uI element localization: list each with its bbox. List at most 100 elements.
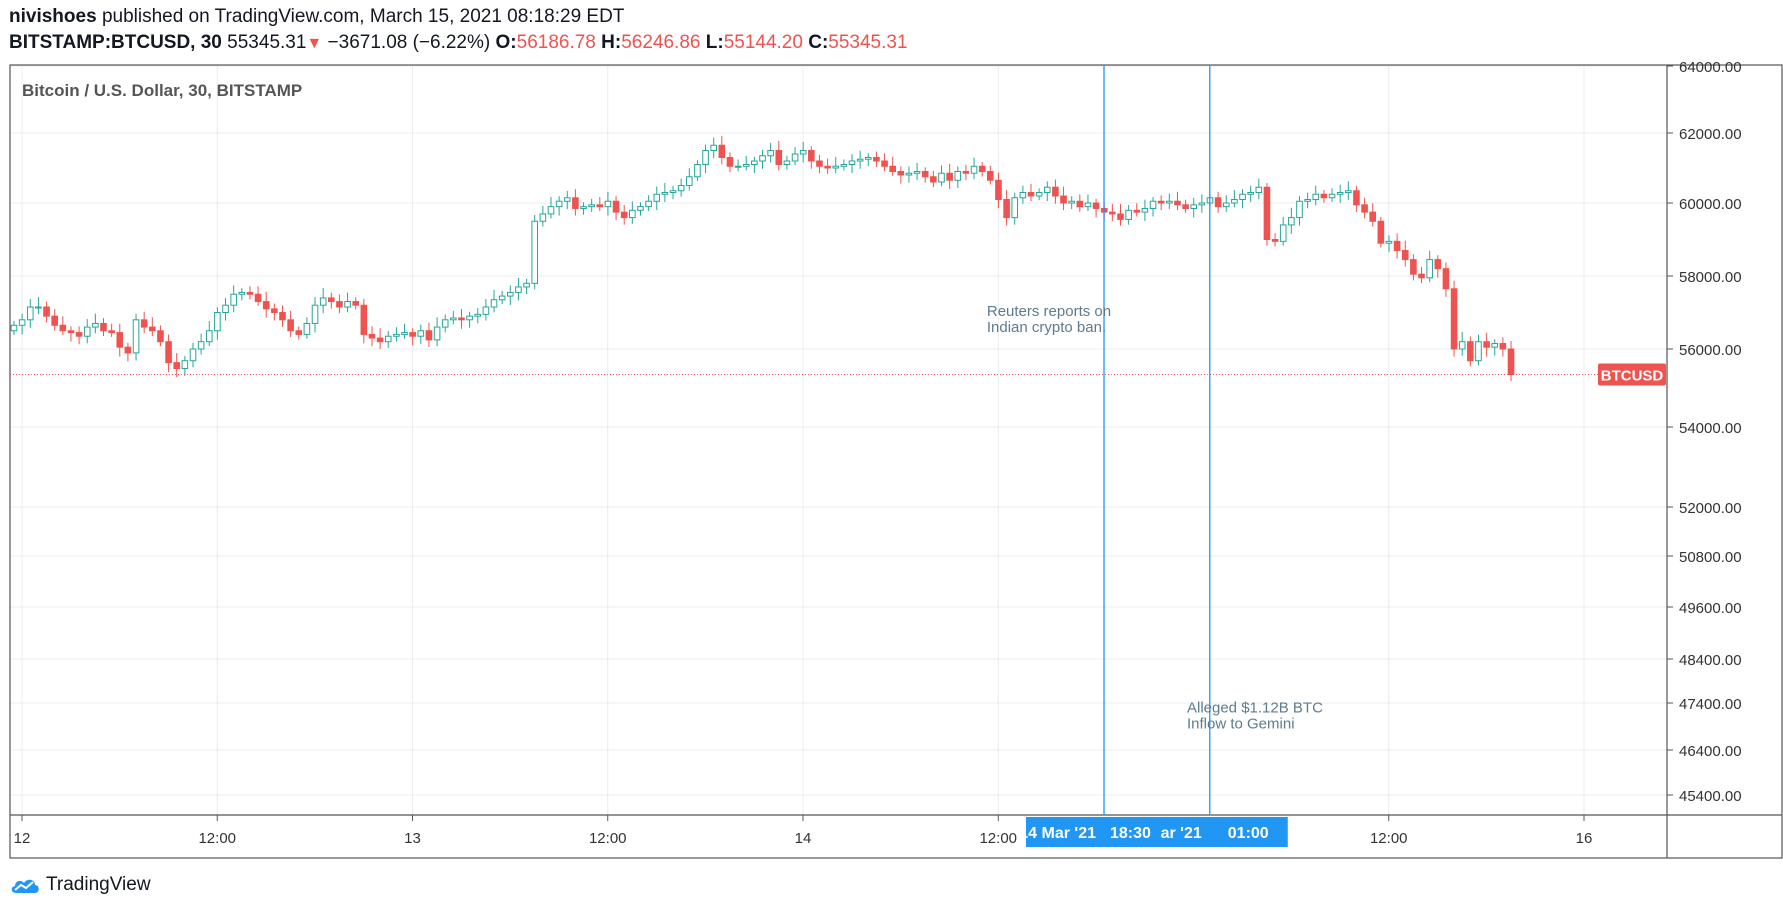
tradingview-brand[interactable]: TradingView	[10, 874, 151, 896]
candle-body	[1393, 240, 1401, 251]
candle-body	[970, 165, 978, 174]
candle-body	[694, 164, 701, 178]
candle-body	[344, 301, 351, 308]
down-triangle-icon: ▼	[306, 35, 323, 52]
candle-body	[67, 330, 75, 334]
candle-body	[222, 304, 229, 314]
candle-body	[946, 172, 953, 181]
chart-title: Bitcoin / U.S. Dollar, 30, BITSTAMP	[22, 81, 302, 100]
close-value: 55345.31	[828, 32, 908, 53]
candle-body	[978, 165, 986, 172]
y-tick-label: 64000.00	[1679, 59, 1742, 76]
candle-body	[751, 160, 758, 165]
candle-body	[328, 297, 335, 303]
candle-body	[1361, 204, 1368, 213]
candle-body	[295, 330, 303, 335]
candle-body	[677, 185, 685, 192]
candle-body	[35, 306, 42, 309]
outer-frame	[9, 64, 1783, 859]
candle-body	[417, 330, 425, 337]
candle-body	[539, 213, 547, 222]
x-tick-label: 12:00	[589, 830, 627, 847]
close-label: C:	[808, 32, 829, 53]
candle-body	[425, 330, 433, 341]
candle-body	[1312, 193, 1320, 200]
candle-body	[1035, 192, 1043, 197]
candle-body	[279, 312, 286, 321]
candle-body	[1247, 192, 1254, 195]
high-label: H:	[601, 32, 622, 53]
candle-body	[1279, 224, 1287, 242]
candle-body	[515, 286, 522, 293]
publish-info: nivishoes published on TradingView.com, …	[9, 6, 624, 28]
candle-body	[1426, 259, 1433, 279]
candle-body	[1450, 288, 1458, 350]
candle-body	[441, 319, 449, 328]
candle-body	[59, 324, 67, 332]
candle-body	[197, 341, 205, 350]
candle-body	[409, 332, 416, 337]
candle-body	[1377, 220, 1385, 244]
candle-body	[1288, 217, 1295, 226]
candle-body	[547, 206, 555, 215]
candle-body	[92, 322, 99, 328]
candle-body	[629, 209, 636, 219]
candle-body	[1491, 343, 1499, 348]
y-tick-label: 47400.00	[1679, 696, 1742, 713]
candle-body	[490, 299, 498, 308]
y-tick-label: 60000.00	[1679, 196, 1742, 213]
candle-body	[149, 326, 156, 332]
marker-date-label: 14 Mar '21	[1019, 825, 1096, 842]
candle-body	[181, 360, 189, 370]
candle-body	[466, 315, 473, 321]
candle-body	[1231, 199, 1238, 204]
candle-body	[482, 306, 490, 315]
y-tick-label: 46400.00	[1679, 743, 1742, 760]
ohlc-legend: BITSTAMP:BTCUSD, 30 55345.31▼ −3671.08 (…	[9, 32, 908, 55]
candle-body	[856, 158, 864, 162]
candle-body	[140, 319, 148, 328]
candle-body	[450, 317, 457, 321]
price-axis[interactable]: 64000.00 62000.00 60000.00 58000.00 56000.00…	[1667, 59, 1742, 805]
candle-body	[531, 220, 539, 284]
candle-body	[1003, 199, 1010, 219]
candle-body	[1060, 195, 1067, 204]
candle-body	[376, 337, 384, 343]
candle-body	[905, 172, 913, 176]
candle-body	[1109, 211, 1116, 215]
candle-body	[1084, 202, 1092, 208]
candle-body	[1401, 249, 1409, 261]
candle-body	[864, 157, 872, 160]
tradingview-cloud-icon	[11, 879, 39, 893]
candle-body	[393, 333, 400, 337]
candle-body	[189, 348, 197, 362]
candle-body	[1214, 197, 1222, 208]
candle-body	[799, 150, 807, 155]
candle-body	[271, 308, 278, 314]
candle-body	[1043, 186, 1051, 193]
candle-body	[661, 192, 669, 195]
marker-time-label: 01:00	[1228, 825, 1269, 842]
y-tick-label: 58000.00	[1679, 269, 1742, 286]
candle-body	[1068, 200, 1075, 204]
candle-body	[832, 165, 840, 169]
candle-body	[1117, 213, 1124, 220]
author-name[interactable]: nivishoes	[9, 6, 97, 27]
candle-body	[572, 197, 579, 209]
candle-body	[1410, 259, 1417, 275]
candle-body	[506, 291, 514, 297]
event-markers: 14 Mar '21 18:30 ar '21 01:00 Reuters report…	[987, 65, 1323, 847]
candle-body	[913, 171, 921, 174]
candle-body	[897, 171, 905, 176]
candle-body	[173, 362, 181, 369]
candle-body	[710, 144, 717, 151]
candle-body	[612, 200, 620, 213]
candle-body	[930, 176, 937, 183]
candle-body	[726, 157, 734, 167]
candle-body	[645, 200, 652, 208]
candle-body	[1385, 240, 1393, 244]
candle-body	[165, 341, 172, 364]
time-axis[interactable]: 12 12:00 13 12:00 14 12:00 12:00 16	[14, 815, 1593, 847]
candle-body	[816, 160, 823, 167]
